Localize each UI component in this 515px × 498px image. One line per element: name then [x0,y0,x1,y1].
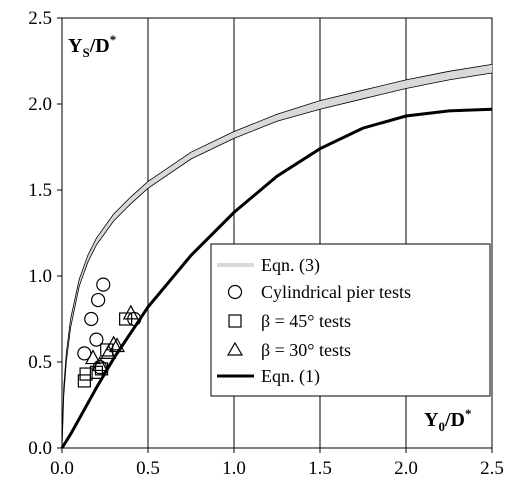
y-tick-label: 2.5 [28,8,52,29]
cylindrical-point [91,292,106,308]
eqn3-upper-line [61,64,493,449]
legend-label-eqn1: Eqn. (1) [261,366,320,387]
cylindrical-point [92,360,107,375]
series-layer [60,64,493,449]
x-axis-label: Y0/D* [424,406,471,434]
cylindrical-point [96,277,111,292]
beta30-point [91,356,108,372]
legend-box [210,243,491,397]
legend-marker-square [228,314,242,328]
x-tick-label: 0.0 [50,458,74,479]
legend-marker-triangle [226,341,244,356]
legend-marker-circle [227,284,243,300]
legend-label-beta30: β = 30° tests [261,340,351,360]
y-tick-label: 0.5 [28,352,52,373]
x-tick-label: 1.0 [222,458,246,479]
legend-label-beta45: β = 45° tests [261,311,351,331]
x-tick-label: 2.5 [480,458,504,479]
y-tick-label: 2.0 [28,94,52,115]
y-axis-label: YS/D* [68,32,116,60]
y-tick-label: 1.5 [28,180,52,201]
eqn1-line [60,107,493,449]
legend-label-eqn3: Eqn. (3) [261,255,320,276]
y-tick-label: 0.0 [28,438,52,459]
beta45-point [79,367,93,381]
cylindrical-point [84,311,99,327]
cylindrical-point [89,332,104,347]
tick-labels: 0.0 0.5 1.0 1.5 2.0 2.5 0.0 0.5 1.0 1.5 2.0 2.5 [28,8,504,479]
legend: Eqn. (3) Cylindrical pier tests β = 45° … [210,243,491,397]
plot-frame [61,17,493,449]
beta45-point [77,374,91,388]
beta30-point [84,349,101,365]
beta30-point [105,335,122,351]
y-tick-label: 1.0 [28,266,52,287]
beta45-point [89,365,104,379]
x-tick-label: 0.5 [136,458,160,479]
beta30-point [122,304,139,320]
eqn3-lower-line [61,72,493,449]
legend-label-cylindrical: Cylindrical pier tests [261,282,411,302]
x-tick-label: 1.5 [308,458,332,479]
x-tick-label: 2.0 [394,458,418,479]
